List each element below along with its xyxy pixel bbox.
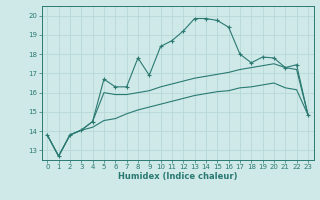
X-axis label: Humidex (Indice chaleur): Humidex (Indice chaleur) [118, 172, 237, 181]
